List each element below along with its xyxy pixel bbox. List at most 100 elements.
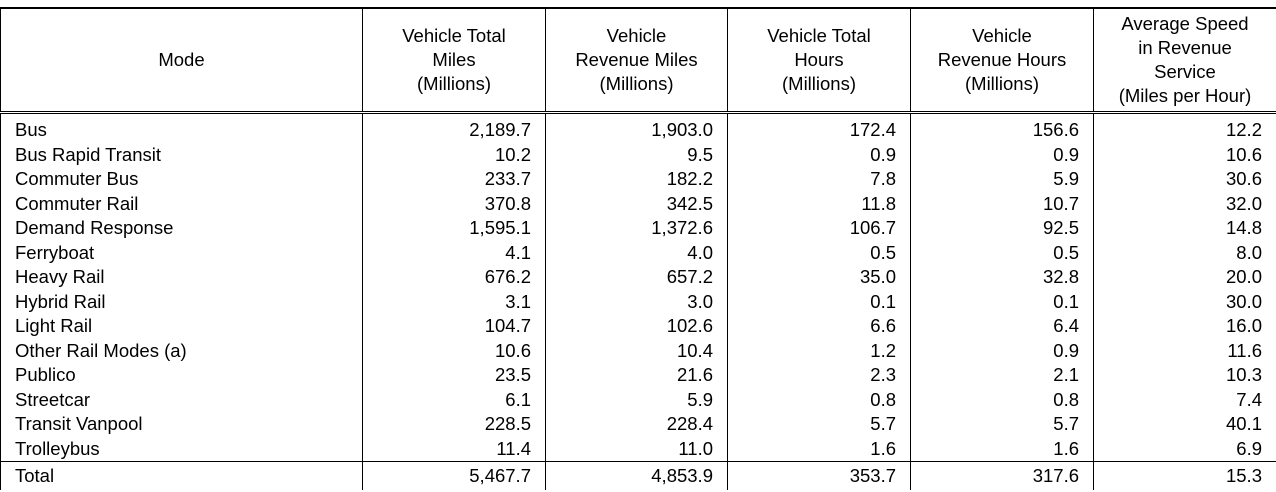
value-cell: 182.2 bbox=[545, 167, 728, 192]
value-cell: 10.6 bbox=[362, 338, 546, 363]
mode-cell: Transit Vanpool bbox=[0, 412, 363, 437]
value-cell: 11.6 bbox=[1093, 338, 1276, 363]
value-cell: 2.1 bbox=[910, 363, 1094, 388]
header-line: Mode bbox=[158, 49, 205, 70]
mode-cell: Trolleybus bbox=[0, 436, 363, 462]
value-cell: 228.4 bbox=[545, 412, 728, 437]
value-cell: 1,595.1 bbox=[362, 216, 546, 241]
mode-cell: Streetcar bbox=[0, 387, 363, 412]
value-cell: 6.9 bbox=[1093, 436, 1276, 462]
value-cell: 4.0 bbox=[545, 240, 728, 265]
table-row: Hybrid Rail 3.1 3.0 0.1 0.1 30.0 bbox=[0, 289, 1276, 314]
value-cell: 21.6 bbox=[545, 363, 728, 388]
value-cell: 7.4 bbox=[1093, 387, 1276, 412]
header-line: (Millions) bbox=[417, 73, 491, 94]
value-cell: 10.2 bbox=[362, 142, 546, 167]
value-cell: 32.8 bbox=[910, 265, 1094, 290]
header-line: (Miles per Hour) bbox=[1118, 85, 1252, 106]
value-cell: 5.7 bbox=[727, 412, 911, 437]
value-cell: 35.0 bbox=[727, 265, 911, 290]
value-cell: 20.0 bbox=[1093, 265, 1276, 290]
value-cell: 2,189.7 bbox=[362, 112, 546, 143]
value-cell: 0.9 bbox=[910, 142, 1094, 167]
table-body: Bus 2,189.7 1,903.0 172.4 156.6 12.2 Bus Rapid… bbox=[0, 112, 1276, 490]
header-line: Service bbox=[1154, 61, 1216, 82]
value-cell: 1.2 bbox=[727, 338, 911, 363]
value-cell: 10.3 bbox=[1093, 363, 1276, 388]
header-cell: Vehicle Total Hours (Millions) bbox=[727, 7, 911, 114]
header-line: Miles bbox=[432, 49, 476, 70]
table-row: Bus 2,189.7 1,903.0 172.4 156.6 12.2 bbox=[0, 112, 1276, 143]
value-cell: 92.5 bbox=[910, 216, 1094, 241]
value-cell: 0.9 bbox=[727, 142, 911, 167]
header-cell: Mode bbox=[0, 7, 363, 114]
header-line: (Millions) bbox=[782, 73, 856, 94]
mode-cell: Ferryboat bbox=[0, 240, 363, 265]
value-cell: 23.5 bbox=[362, 363, 546, 388]
value-cell: 3.0 bbox=[545, 289, 728, 314]
header-line: Vehicle Total bbox=[402, 25, 506, 46]
value-cell: 102.6 bbox=[545, 314, 728, 339]
header-cell: Vehicle Revenue Hours (Millions) bbox=[910, 7, 1094, 114]
value-cell: 11.0 bbox=[545, 436, 728, 462]
value-cell: 6.6 bbox=[727, 314, 911, 339]
value-cell: 7.8 bbox=[727, 167, 911, 192]
value-cell: 0.9 bbox=[910, 338, 1094, 363]
data-table: Mode Vehicle Total Miles (Millions) Vehicle R… bbox=[0, 7, 1276, 490]
value-cell: 0.8 bbox=[910, 387, 1094, 412]
table-row: Demand Response 1,595.1 1,372.6 106.7 92.5 14… bbox=[0, 216, 1276, 241]
value-cell: 10.6 bbox=[1093, 142, 1276, 167]
value-cell: 11.4 bbox=[362, 436, 546, 462]
value-cell: 40.1 bbox=[1093, 412, 1276, 437]
value-cell: 0.5 bbox=[727, 240, 911, 265]
value-cell: 0.1 bbox=[727, 289, 911, 314]
header-cell: Average Speed in Revenue Service (Miles per… bbox=[1093, 7, 1276, 114]
mode-cell: Hybrid Rail bbox=[0, 289, 363, 314]
header-line: Average Speed bbox=[1121, 13, 1249, 34]
value-cell: 10.4 bbox=[545, 338, 728, 363]
header-cell: Vehicle Total Miles (Millions) bbox=[362, 7, 546, 114]
value-cell: 2.3 bbox=[727, 363, 911, 388]
value-cell: 0.1 bbox=[910, 289, 1094, 314]
value-cell: 10.7 bbox=[910, 191, 1094, 216]
mode-cell: Total bbox=[0, 461, 363, 490]
value-cell: 30.6 bbox=[1093, 167, 1276, 192]
mode-cell: Commuter Rail bbox=[0, 191, 363, 216]
header-line: Vehicle bbox=[606, 25, 667, 46]
header-line: Vehicle bbox=[972, 25, 1032, 46]
value-cell: 353.7 bbox=[727, 461, 911, 490]
value-cell: 32.0 bbox=[1093, 191, 1276, 216]
table-row: Light Rail 104.7 102.6 6.6 6.4 16.0 bbox=[0, 314, 1276, 339]
table-row: Commuter Bus 233.7 182.2 7.8 5.9 30.6 bbox=[0, 167, 1276, 192]
mode-cell: Bus Rapid Transit bbox=[0, 142, 363, 167]
value-cell: 12.2 bbox=[1093, 112, 1276, 143]
table-row: Other Rail Modes (a) 10.6 10.4 1.2 0.9 11.6 bbox=[0, 338, 1276, 363]
header-line: in Revenue bbox=[1138, 37, 1232, 58]
value-cell: 3.1 bbox=[362, 289, 546, 314]
table-row: Transit Vanpool 228.5 228.4 5.7 5.7 40.1 bbox=[0, 412, 1276, 437]
mode-cell: Commuter Bus bbox=[0, 167, 363, 192]
header-row: Mode Vehicle Total Miles (Millions) Vehicle R… bbox=[0, 7, 1276, 114]
value-cell: 15.3 bbox=[1093, 461, 1276, 490]
header-line: Revenue Miles bbox=[575, 49, 698, 70]
value-cell: 106.7 bbox=[727, 216, 911, 241]
value-cell: 30.0 bbox=[1093, 289, 1276, 314]
value-cell: 6.4 bbox=[910, 314, 1094, 339]
table-row: Publico 23.5 21.6 2.3 2.1 10.3 bbox=[0, 363, 1276, 388]
table-row: Trolleybus 11.4 11.0 1.6 1.6 6.9 bbox=[0, 436, 1276, 462]
value-cell: 14.8 bbox=[1093, 216, 1276, 241]
value-cell: 317.6 bbox=[910, 461, 1094, 490]
mode-cell: Other Rail Modes (a) bbox=[0, 338, 363, 363]
value-cell: 0.5 bbox=[910, 240, 1094, 265]
value-cell: 1,372.6 bbox=[545, 216, 728, 241]
header-cell: Vehicle Revenue Miles (Millions) bbox=[545, 7, 728, 114]
value-cell: 0.8 bbox=[727, 387, 911, 412]
value-cell: 370.8 bbox=[362, 191, 546, 216]
value-cell: 11.8 bbox=[727, 191, 911, 216]
value-cell: 4,853.9 bbox=[545, 461, 728, 490]
value-cell: 1.6 bbox=[910, 436, 1094, 462]
value-cell: 156.6 bbox=[910, 112, 1094, 143]
value-cell: 4.1 bbox=[362, 240, 546, 265]
header-line: (Millions) bbox=[599, 73, 674, 94]
